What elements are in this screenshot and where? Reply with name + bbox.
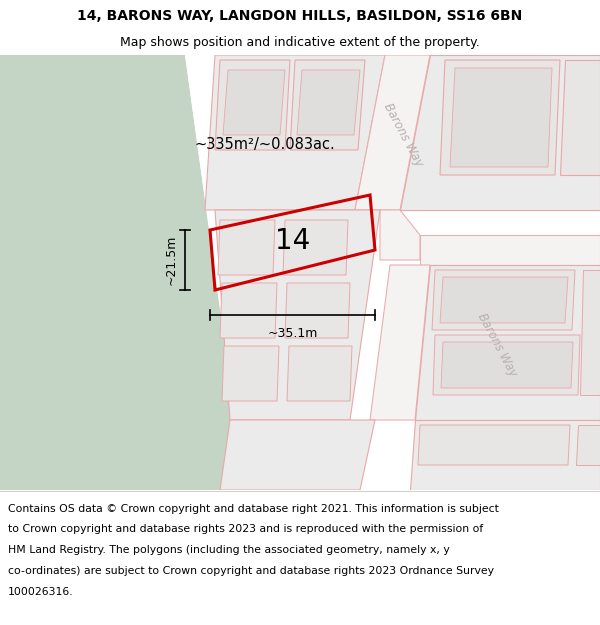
Polygon shape (450, 68, 552, 167)
Polygon shape (222, 346, 279, 401)
Text: Map shows position and indicative extent of the property.: Map shows position and indicative extent… (120, 36, 480, 49)
Polygon shape (576, 425, 600, 465)
Text: Contains OS data © Crown copyright and database right 2021. This information is : Contains OS data © Crown copyright and d… (8, 504, 499, 514)
Polygon shape (0, 55, 245, 490)
Polygon shape (223, 70, 285, 135)
Polygon shape (285, 283, 350, 338)
Text: 14, BARONS WAY, LANGDON HILLS, BASILDON, SS16 6BN: 14, BARONS WAY, LANGDON HILLS, BASILDON,… (77, 9, 523, 24)
Text: ~335m²/~0.083ac.: ~335m²/~0.083ac. (194, 138, 335, 152)
Text: 14: 14 (275, 228, 310, 255)
Polygon shape (185, 55, 270, 490)
Text: 100026316.: 100026316. (8, 588, 73, 598)
Polygon shape (218, 220, 275, 275)
Polygon shape (432, 270, 575, 330)
Text: HM Land Registry. The polygons (including the associated geometry, namely x, y: HM Land Registry. The polygons (includin… (8, 546, 449, 556)
Polygon shape (370, 265, 430, 420)
Polygon shape (215, 60, 290, 150)
Polygon shape (355, 55, 430, 210)
Polygon shape (297, 70, 360, 135)
Polygon shape (205, 55, 385, 210)
Text: ~21.5m: ~21.5m (165, 235, 178, 285)
Polygon shape (415, 265, 600, 420)
Polygon shape (433, 335, 580, 395)
Polygon shape (215, 210, 380, 420)
Polygon shape (290, 60, 365, 150)
Text: ~35.1m: ~35.1m (268, 327, 317, 340)
Polygon shape (580, 270, 600, 395)
Polygon shape (440, 277, 568, 323)
Polygon shape (283, 220, 348, 275)
Polygon shape (560, 60, 600, 175)
Polygon shape (418, 425, 570, 465)
Polygon shape (400, 55, 600, 210)
Polygon shape (287, 346, 352, 401)
Text: Barons Way: Barons Way (381, 101, 425, 169)
Polygon shape (440, 60, 560, 175)
Polygon shape (220, 283, 277, 338)
Text: co-ordinates) are subject to Crown copyright and database rights 2023 Ordnance S: co-ordinates) are subject to Crown copyr… (8, 566, 494, 576)
Polygon shape (0, 55, 50, 140)
Polygon shape (220, 420, 375, 490)
Polygon shape (380, 210, 420, 260)
Polygon shape (441, 342, 573, 388)
Text: to Crown copyright and database rights 2023 and is reproduced with the permissio: to Crown copyright and database rights 2… (8, 524, 483, 534)
Polygon shape (420, 235, 600, 265)
Text: Barons Way: Barons Way (475, 311, 519, 379)
Polygon shape (410, 420, 600, 490)
